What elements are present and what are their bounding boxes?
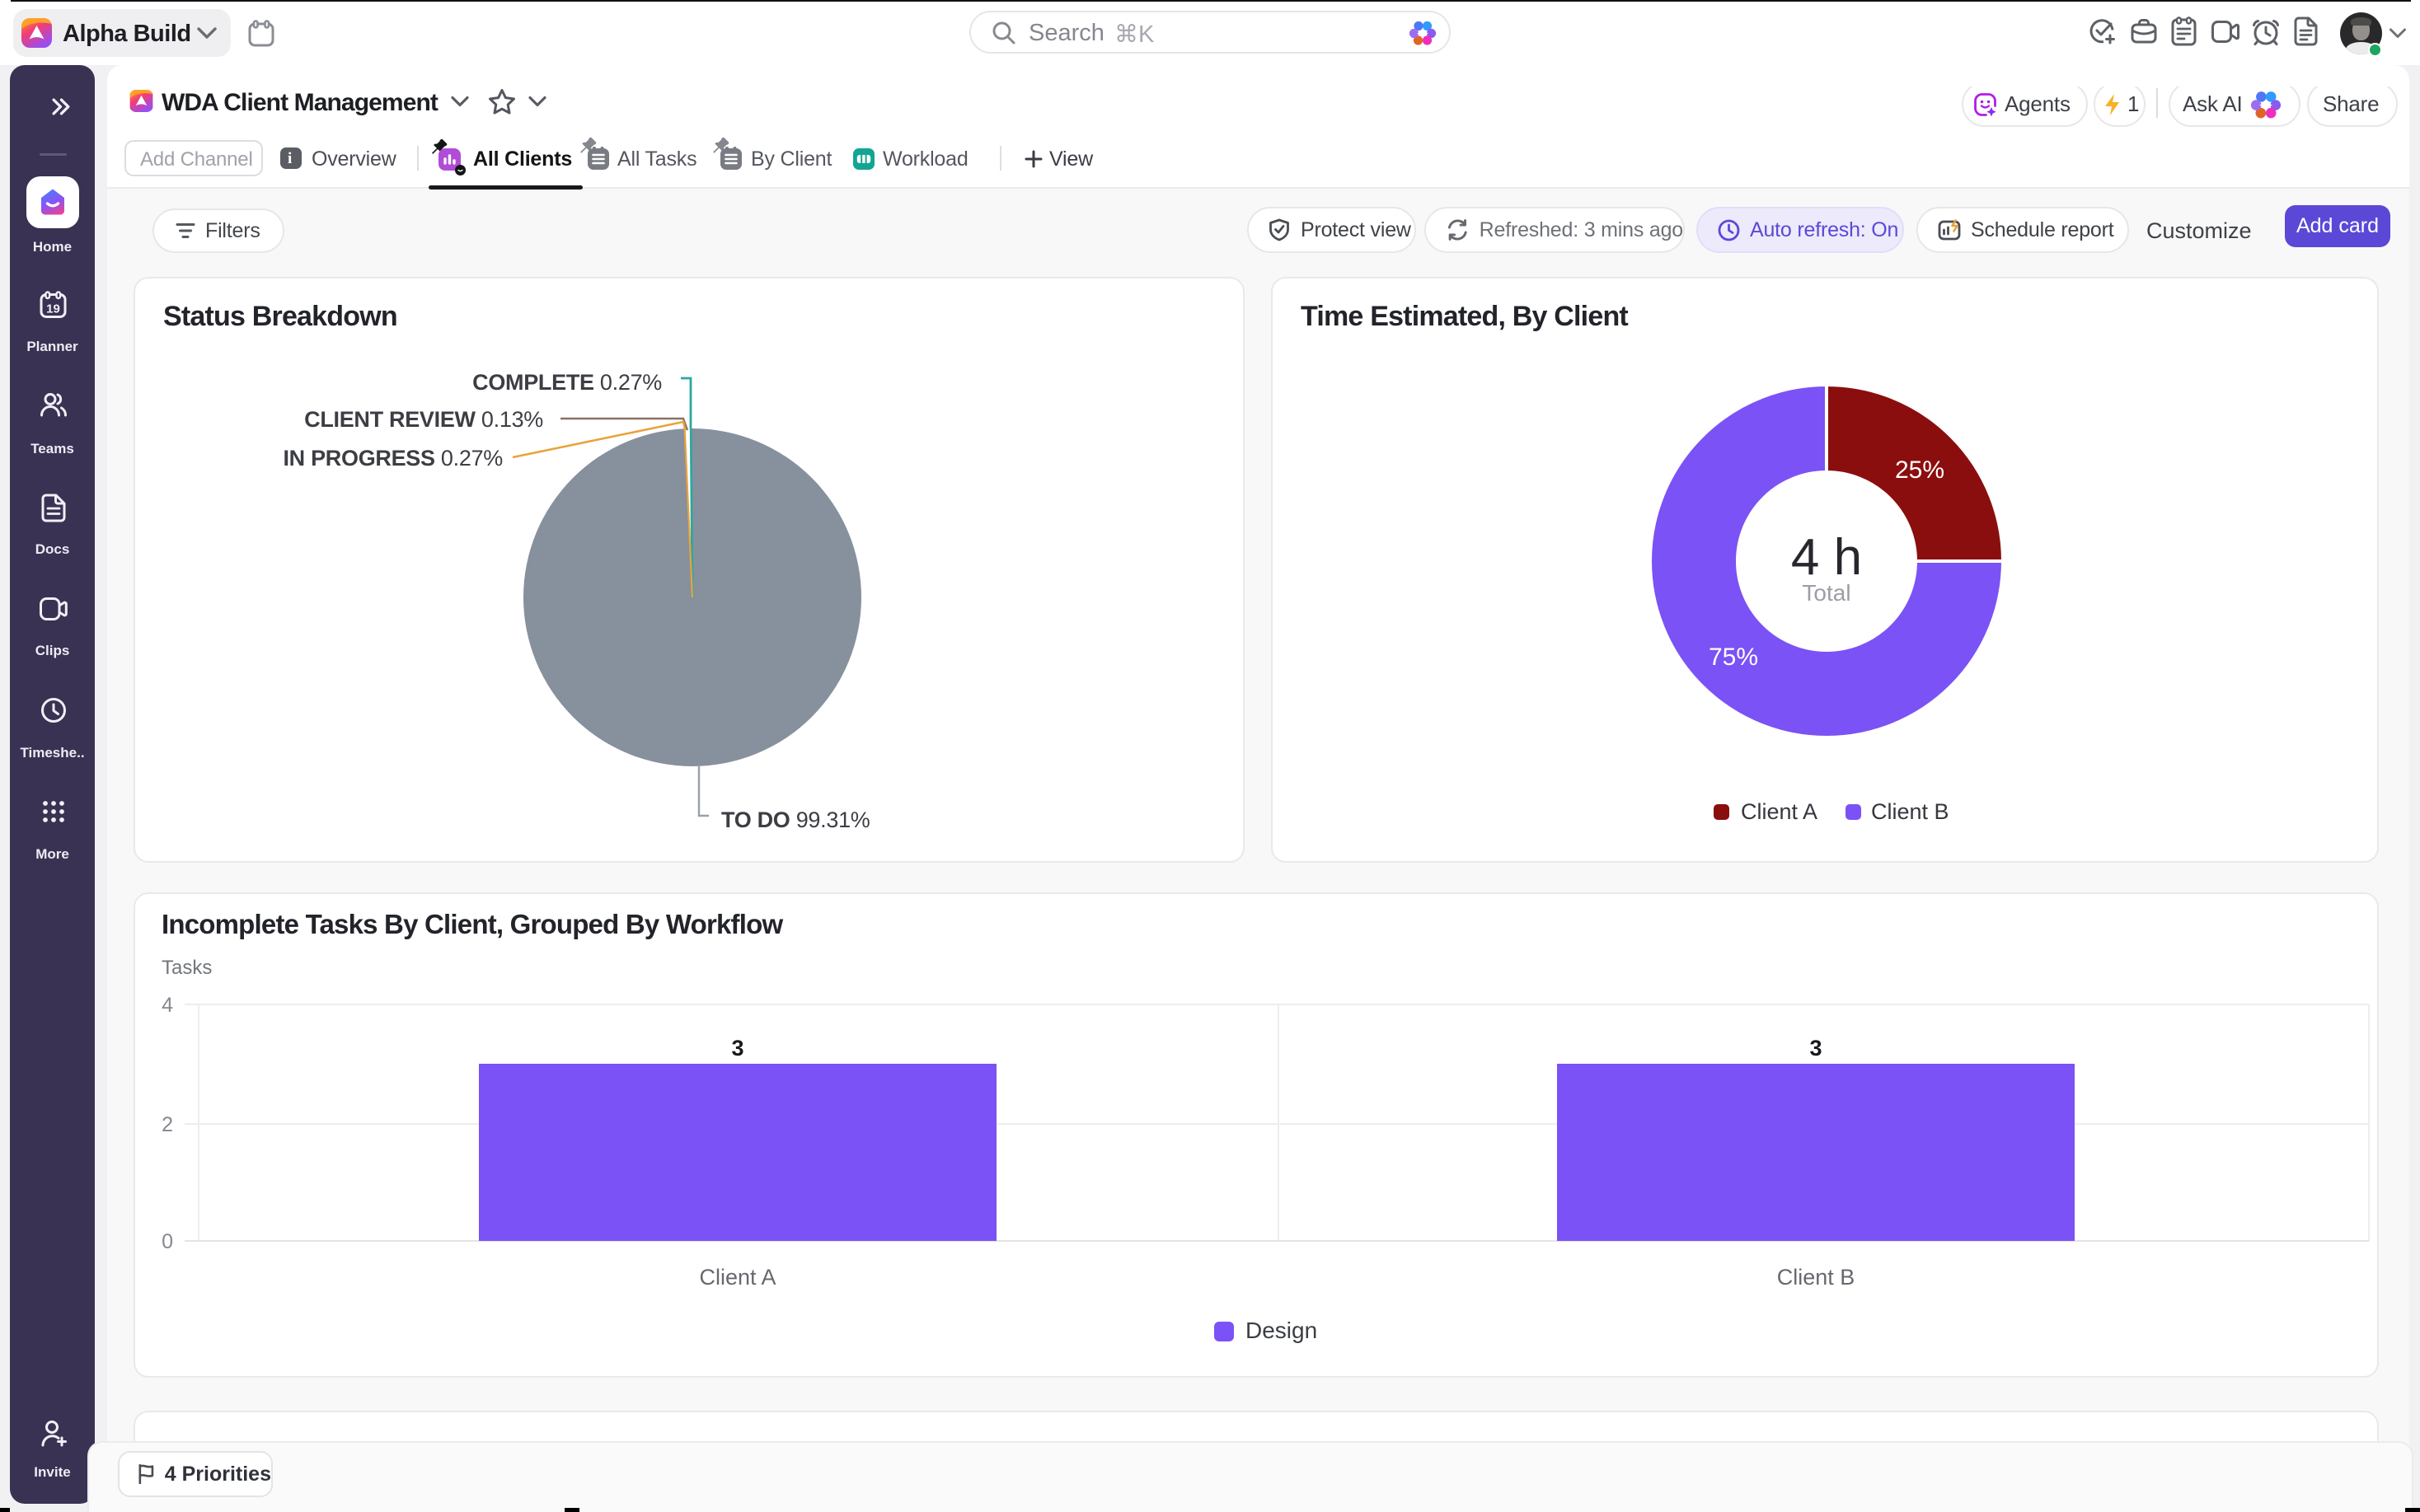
svg-text:Total: Total (1802, 580, 1850, 606)
svg-text:2: 2 (162, 1113, 173, 1136)
svg-text:3: 3 (1809, 1036, 1822, 1060)
svg-text:4: 4 (162, 994, 173, 1017)
svg-text:25%: 25% (1895, 456, 1944, 484)
svg-text:Design: Design (1245, 1318, 1317, 1343)
svg-text:Client A: Client A (1741, 799, 1817, 824)
svg-text:4 h: 4 h (1791, 529, 1862, 586)
svg-text:75%: 75% (1709, 644, 1758, 671)
svg-text:IN PROGRESS 0.27%: IN PROGRESS 0.27% (283, 446, 503, 470)
svg-text:Client B: Client B (1871, 799, 1949, 824)
svg-text:TO DO 99.31%: TO DO 99.31% (721, 807, 870, 832)
svg-text:COMPLETE 0.27%: COMPLETE 0.27% (472, 370, 662, 395)
svg-text:0: 0 (162, 1230, 173, 1253)
svg-text:Client A: Client A (699, 1265, 776, 1290)
svg-text:3: 3 (731, 1036, 743, 1060)
svg-text:19: 19 (46, 302, 60, 316)
svg-text:Client B: Client B (1777, 1265, 1855, 1290)
svg-text:CLIENT REVIEW 0.13%: CLIENT REVIEW 0.13% (304, 407, 543, 432)
svg-text:Tasks: Tasks (162, 957, 212, 979)
